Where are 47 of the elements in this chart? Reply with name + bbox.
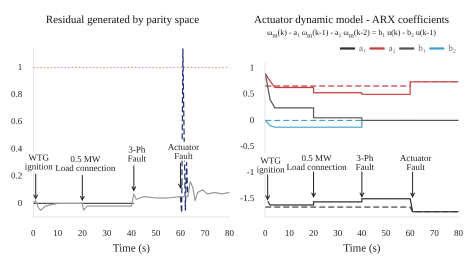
y-tick-label: 0.5 (242, 88, 255, 99)
x-tick-label: 50 (151, 228, 161, 238)
x-tick-label: 20 (78, 228, 88, 238)
annotation: WTG ignition (24, 152, 54, 172)
y-tick-label: 1 (250, 62, 254, 73)
annotation: Actuator Fault (400, 153, 432, 172)
y-tick-label: 0.6 (11, 116, 23, 126)
x-axis-title: Time (s) (343, 242, 381, 254)
x-tick-label: 20 (309, 228, 319, 238)
y-tick-label: -0.5 (240, 140, 255, 151)
x-tick-label: 40 (126, 228, 136, 238)
y-tick-label: -1.5 (240, 193, 255, 204)
chart-title: Actuator dynamic model - ARX coefficients (253, 14, 450, 28)
annotation: 3-Ph Fault (356, 153, 375, 172)
x-tick-label: 0 (31, 228, 36, 238)
annotation: 0.5 MW Load connection (55, 154, 116, 174)
annotation: WTG ignition (256, 156, 286, 175)
annotation: Actuator Fault (168, 142, 200, 161)
y-tick-label: 0 (18, 198, 23, 208)
x-axis-title: Time (s) (112, 242, 150, 254)
x-tick-label: 50 (382, 228, 392, 238)
legend-label: b₂ (448, 42, 456, 53)
x-tick-label: 70 (430, 228, 440, 238)
x-tick-label: 30 (333, 228, 343, 238)
y-tick-label: -1 (246, 166, 254, 177)
y-tick-label: 0 (250, 114, 255, 125)
legend-label: a₂ (388, 42, 396, 53)
y-tick-label: 0.4 (11, 143, 23, 154)
x-tick-label: 60 (176, 228, 186, 238)
y-tick-label: 0.2 (11, 170, 22, 181)
x-tick-label: 0 (262, 228, 268, 238)
y-tick-label: 1 (18, 62, 22, 72)
x-tick-label: 60 (406, 228, 416, 238)
legend-label: a₁ (358, 42, 366, 53)
x-tick-label: 10 (53, 228, 63, 238)
annotation: 3-Ph Fault (128, 144, 147, 164)
y-tick-label: 0.8 (11, 88, 23, 99)
x-tick-label: 80 (454, 228, 464, 238)
x-tick-label: 30 (102, 228, 112, 238)
chart-subtitle: ω$_{m}$(k) - a₁ ω$_{m}$(k-1) - a₂ ω$_{m}$(k-2) = b₁ u(k) - b₂ u(k-1) (266, 28, 437, 40)
annotation: 0.5 MW Load connection (286, 153, 348, 172)
x-tick-label: 70 (200, 228, 210, 238)
x-tick-label: 40 (357, 228, 367, 238)
x-tick-label: 80 (225, 228, 234, 238)
x-tick-label: 10 (284, 228, 294, 238)
chart-title: Residual generated by parity space (44, 14, 200, 28)
legend-label: b₁ (418, 42, 426, 53)
